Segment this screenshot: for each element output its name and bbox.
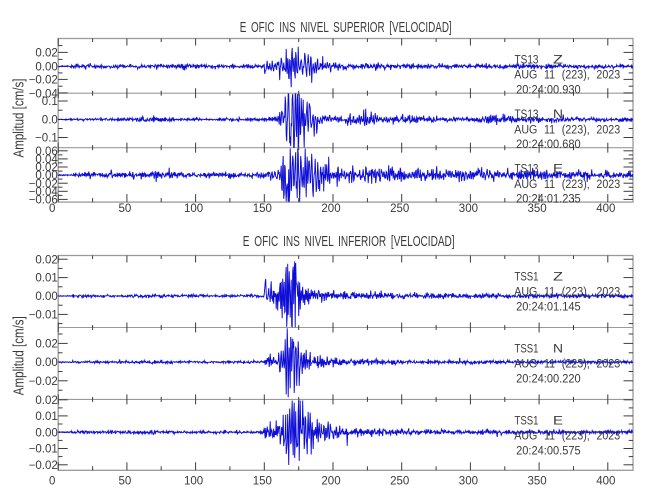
svg-text:150: 150 bbox=[253, 203, 272, 215]
svg-text:0.02: 0.02 bbox=[35, 162, 57, 174]
svg-text:E: E bbox=[553, 164, 563, 176]
svg-text:300: 300 bbox=[459, 203, 478, 215]
svg-text:−0.1: −0.1 bbox=[35, 133, 58, 145]
svg-text:0.02: 0.02 bbox=[35, 339, 57, 351]
svg-text:Amplitud [cm/s]: Amplitud [cm/s] bbox=[11, 79, 28, 158]
svg-text:TSS1: TSS1 bbox=[515, 272, 539, 284]
svg-text:20:24:00.930: 20:24:00.930 bbox=[516, 85, 581, 97]
svg-text:0.00: 0.00 bbox=[35, 291, 57, 303]
svg-text:250: 250 bbox=[390, 475, 409, 487]
svg-text:TSS1: TSS1 bbox=[515, 415, 539, 427]
svg-text:150: 150 bbox=[253, 475, 272, 487]
svg-text:AUG 11 (223), 2023: AUG 11 (223), 2023 bbox=[514, 287, 620, 299]
svg-text:20:24:00.220: 20:24:00.220 bbox=[516, 374, 581, 386]
svg-text:AUG 11 (223), 2023: AUG 11 (223), 2023 bbox=[514, 359, 620, 371]
svg-text:E: E bbox=[553, 415, 563, 427]
svg-text:0.1: 0.1 bbox=[42, 96, 58, 108]
svg-text:250: 250 bbox=[390, 203, 409, 215]
svg-text:−0.02: −0.02 bbox=[29, 376, 58, 388]
svg-text:−0.06: −0.06 bbox=[29, 195, 58, 207]
svg-text:200: 200 bbox=[321, 475, 340, 487]
svg-text:400: 400 bbox=[596, 475, 615, 487]
svg-text:50: 50 bbox=[119, 203, 132, 215]
svg-text:0.01: 0.01 bbox=[35, 273, 57, 285]
svg-text:0.02: 0.02 bbox=[35, 395, 57, 407]
svg-text:AUG 11 (223), 2023: AUG 11 (223), 2023 bbox=[514, 179, 620, 191]
svg-text:E OFIC INS NIVEL SUPERIOR [VEL: E OFIC INS NIVEL SUPERIOR [VELOCIDAD] bbox=[240, 19, 452, 36]
svg-text:0.02: 0.02 bbox=[35, 254, 57, 266]
svg-text:100: 100 bbox=[184, 203, 203, 215]
svg-text:Amplitud [cm/s]: Amplitud [cm/s] bbox=[11, 316, 28, 395]
svg-text:0.04: 0.04 bbox=[35, 154, 58, 166]
svg-text:TSS1: TSS1 bbox=[515, 344, 539, 356]
svg-text:20:24:01.145: 20:24:01.145 bbox=[516, 302, 581, 314]
svg-text:50: 50 bbox=[119, 475, 132, 487]
svg-text:0.0: 0.0 bbox=[42, 115, 58, 127]
svg-text:0.00: 0.00 bbox=[35, 170, 57, 182]
svg-text:Z: Z bbox=[553, 55, 563, 67]
svg-text:AUG 11 (223), 2023: AUG 11 (223), 2023 bbox=[514, 124, 620, 136]
svg-text:Z: Z bbox=[553, 272, 563, 284]
svg-text:0.06: 0.06 bbox=[35, 146, 57, 158]
svg-text:0: 0 bbox=[49, 475, 55, 487]
svg-text:350: 350 bbox=[528, 475, 547, 487]
svg-text:−0.01: −0.01 bbox=[29, 310, 58, 322]
svg-text:20:24:01.235: 20:24:01.235 bbox=[516, 194, 581, 206]
svg-text:N: N bbox=[553, 344, 563, 356]
svg-text:0.00: 0.00 bbox=[35, 62, 57, 74]
svg-text:TS13: TS13 bbox=[515, 164, 539, 176]
svg-text:−0.02: −0.02 bbox=[29, 460, 58, 472]
svg-text:−0.01: −0.01 bbox=[29, 444, 58, 456]
svg-text:AUG 11 (223), 2023: AUG 11 (223), 2023 bbox=[514, 70, 620, 82]
svg-text:−0.04: −0.04 bbox=[29, 186, 59, 198]
svg-text:N: N bbox=[553, 109, 563, 121]
svg-text:300: 300 bbox=[459, 475, 478, 487]
svg-text:0.01: 0.01 bbox=[35, 411, 57, 423]
svg-text:0: 0 bbox=[49, 203, 55, 215]
svg-text:TS13: TS13 bbox=[515, 55, 539, 67]
svg-text:0.02: 0.02 bbox=[35, 48, 57, 60]
svg-text:AUG 11 (223), 2023: AUG 11 (223), 2023 bbox=[514, 431, 620, 443]
svg-text:−0.02: −0.02 bbox=[29, 75, 58, 87]
svg-text:100: 100 bbox=[184, 475, 203, 487]
svg-text:E OFIC INS NIVEL INFERIOR [VEL: E OFIC INS NIVEL INFERIOR [VELOCIDAD] bbox=[243, 233, 455, 250]
svg-text:20:24:00.680: 20:24:00.680 bbox=[516, 139, 581, 151]
svg-text:20:24:00.575: 20:24:00.575 bbox=[516, 445, 581, 457]
svg-text:TS13: TS13 bbox=[515, 109, 539, 121]
svg-text:0.00: 0.00 bbox=[35, 357, 57, 369]
svg-text:350: 350 bbox=[528, 203, 547, 215]
svg-text:200: 200 bbox=[321, 203, 340, 215]
svg-text:400: 400 bbox=[596, 203, 615, 215]
svg-text:−0.04: −0.04 bbox=[29, 88, 59, 100]
svg-text:0.00: 0.00 bbox=[35, 427, 57, 439]
svg-text:−0.02: −0.02 bbox=[29, 178, 58, 190]
